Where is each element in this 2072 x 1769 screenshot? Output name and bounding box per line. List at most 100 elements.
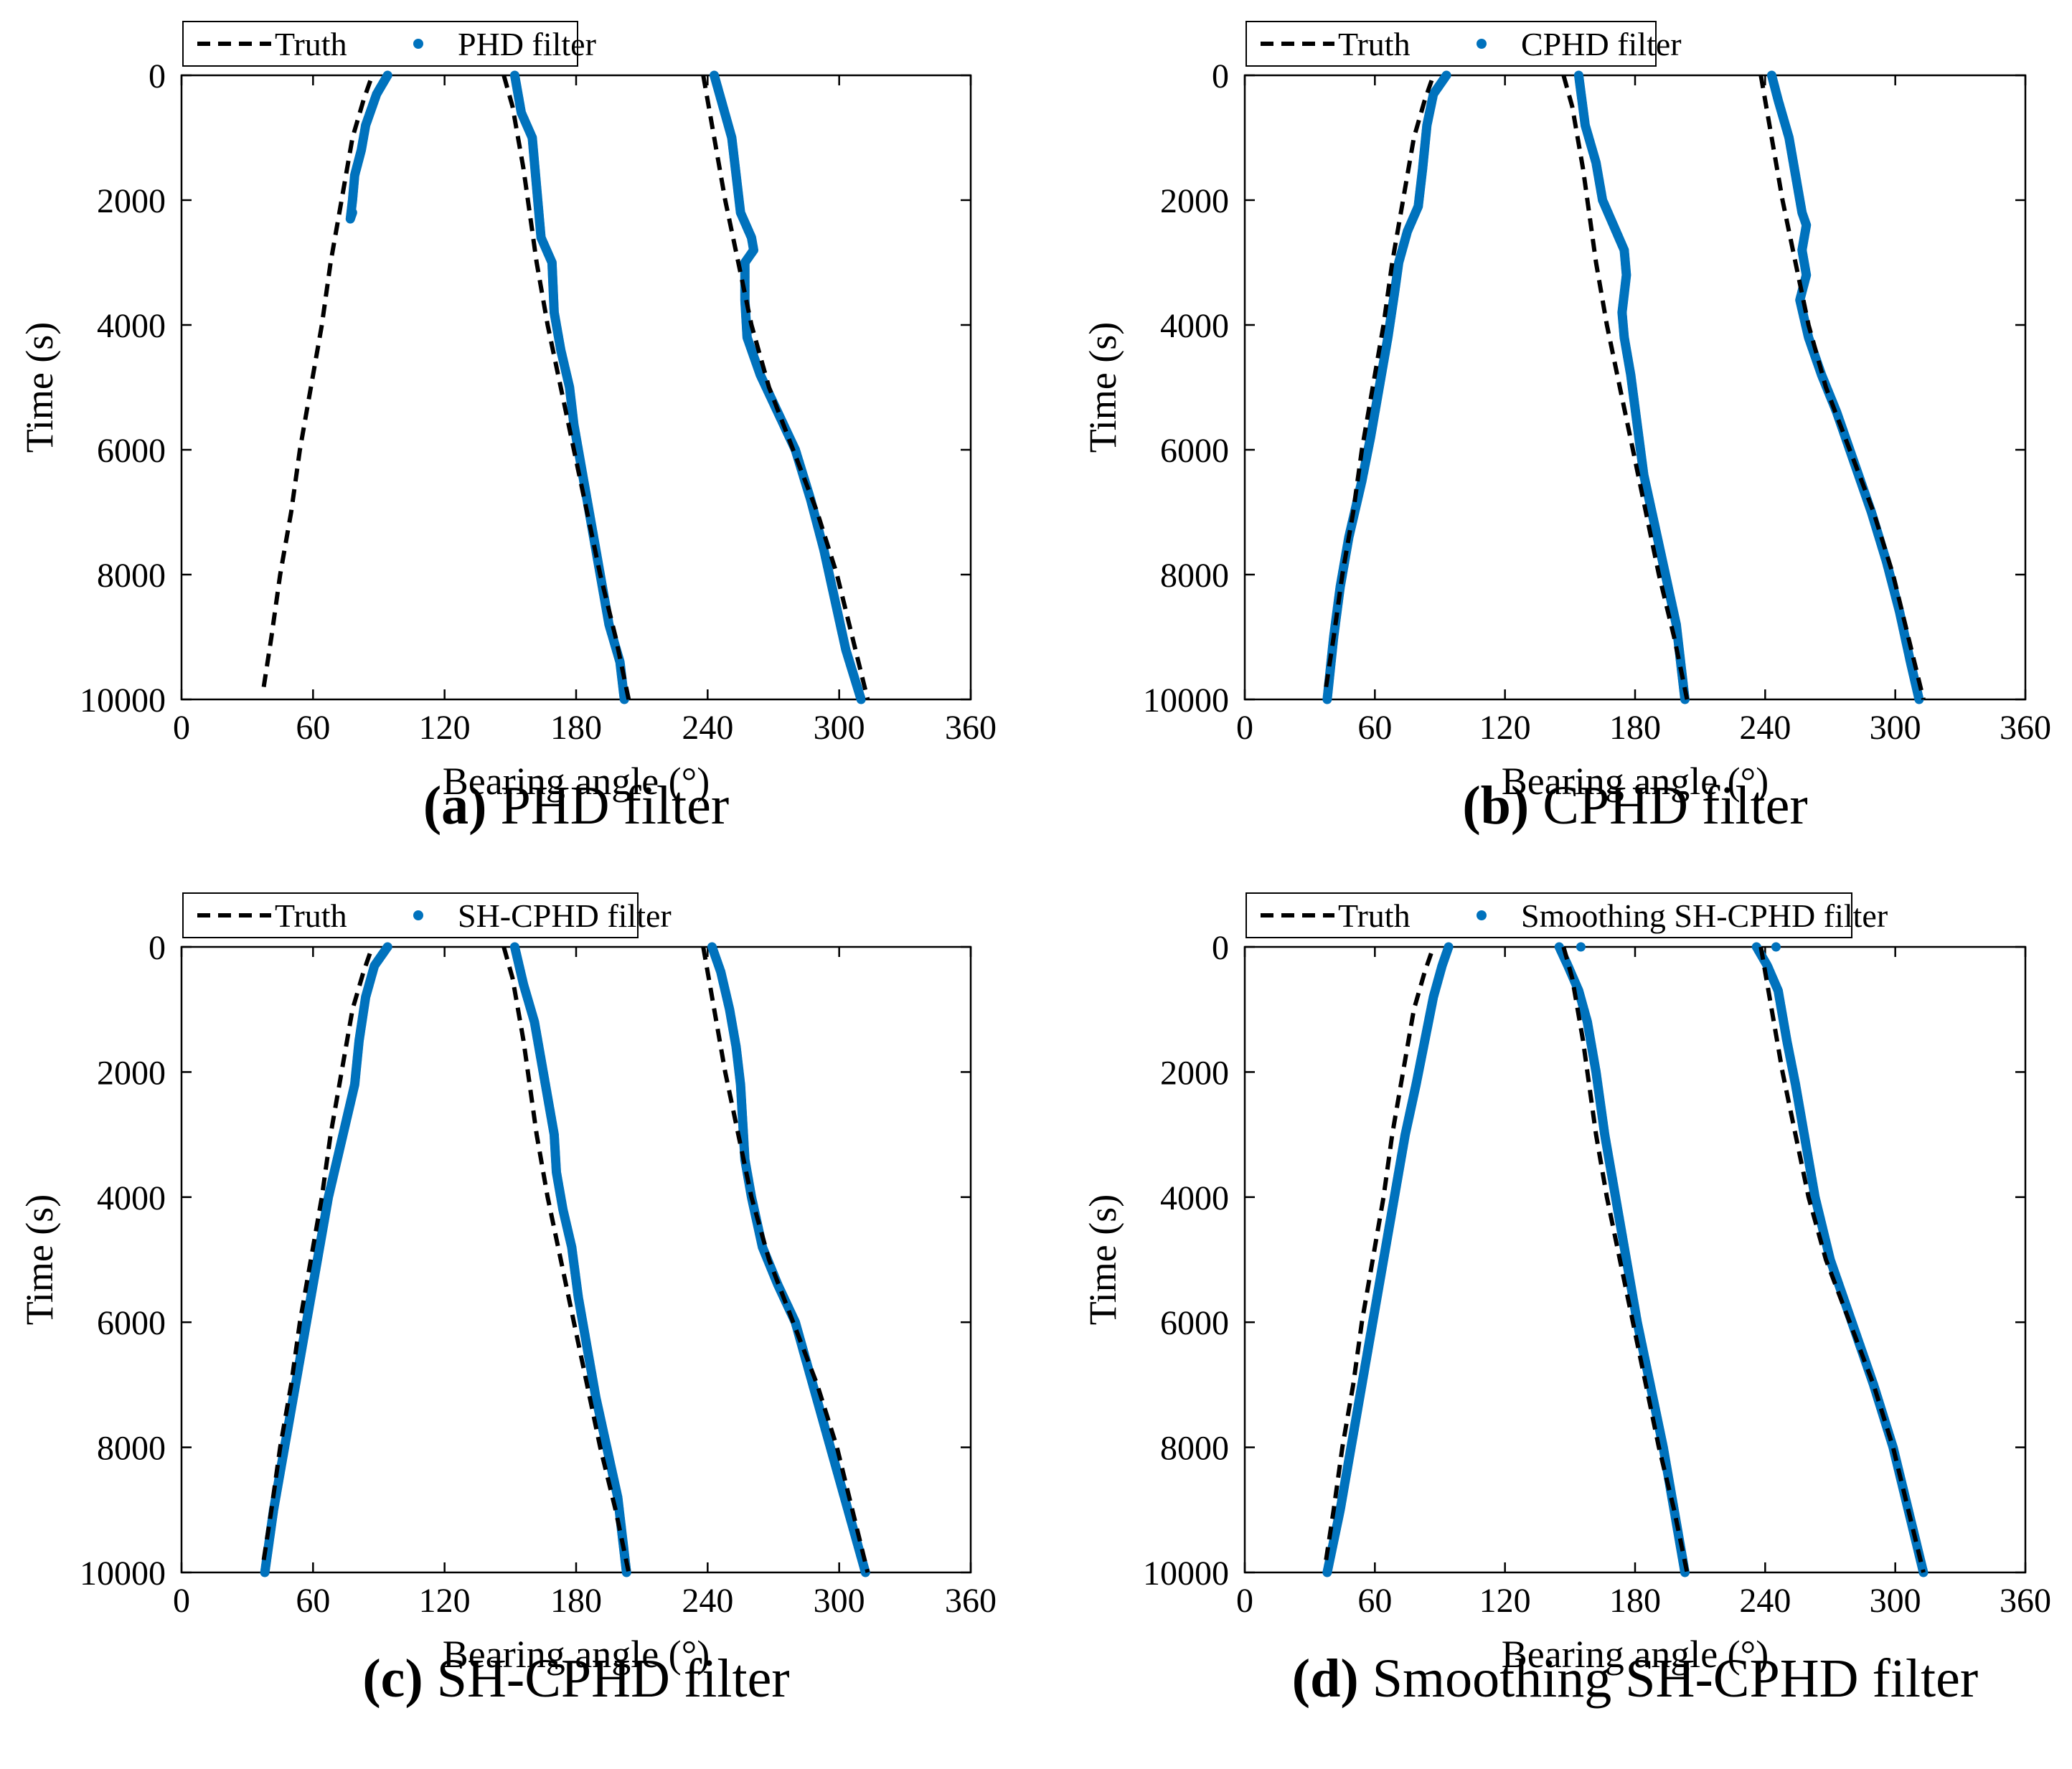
y-tick-label: 0 xyxy=(1212,57,1229,95)
x-tick-label: 60 xyxy=(296,709,330,747)
estimate-series-estimate-outlier-1 xyxy=(1576,942,1586,952)
truth-line-target-1 xyxy=(261,946,375,1561)
y-tick-label: 2000 xyxy=(1160,1054,1229,1092)
x-tick-label: 120 xyxy=(1479,1582,1531,1620)
y-tick-label: 10000 xyxy=(1143,1555,1229,1593)
legend-truth-label: Truth xyxy=(275,26,347,62)
truth-line-target-2 xyxy=(501,75,631,700)
x-tick-label: 360 xyxy=(945,1582,997,1620)
y-tick-label: 0 xyxy=(149,929,166,967)
y-tick-label: 4000 xyxy=(97,1179,166,1217)
legend-estimate-label: SH-CPHD filter xyxy=(458,897,672,934)
legend: Truth PHD filter xyxy=(182,21,596,67)
estimate-series-estimate-2 xyxy=(509,942,631,1577)
truth-line-target-2 xyxy=(501,946,631,1573)
x-tick-label: 120 xyxy=(419,1582,471,1620)
plot-content xyxy=(1322,70,1926,704)
chart-d: 0 60 120 180 240 300 3600200040006000800010000… xyxy=(1081,892,2051,1676)
x-tick-label: 60 xyxy=(1357,1582,1392,1620)
truth-line-target-1 xyxy=(1324,75,1436,688)
truth-line-target-3 xyxy=(701,946,870,1573)
estimate-series-estimate-1 xyxy=(1322,70,1451,704)
x-tick-label: 300 xyxy=(814,709,865,747)
y-axis-label: Time (s) xyxy=(1081,1194,1124,1326)
y-tick-label: 8000 xyxy=(1160,557,1229,595)
estimate-point xyxy=(1322,694,1332,704)
x-tick-label: 240 xyxy=(682,1582,733,1620)
estimate-series-estimate-2 xyxy=(1573,70,1690,704)
x-tick-label: 240 xyxy=(1739,1582,1791,1620)
legend-estimate-swatch xyxy=(1477,910,1487,920)
caption-text: Smoothing SH-CPHD filter xyxy=(1358,1648,1979,1709)
caption-text: PHD filter xyxy=(486,775,730,836)
legend-truth-label: Truth xyxy=(275,897,347,934)
y-tick-label: 6000 xyxy=(97,432,166,470)
chart-b: 0 60 120 180 240 300 3600200040006000800010000… xyxy=(1081,21,2051,803)
x-tick-label: 360 xyxy=(945,709,997,747)
legend: Truth Smoothing SH-CPHD filter xyxy=(1245,892,1888,938)
x-tick-label: 300 xyxy=(1870,1582,1921,1620)
truth-line-target-3 xyxy=(701,75,870,700)
x-tick-label: 0 xyxy=(1236,1582,1253,1620)
legend: Truth CPHD filter xyxy=(1245,21,1682,67)
truth-line-target-3 xyxy=(1758,75,1926,700)
estimate-point xyxy=(1322,1567,1332,1577)
x-tick-label: 0 xyxy=(1236,709,1253,747)
x-axis-label: Bearing angle (°) xyxy=(1502,760,1769,803)
y-tick-label: 8000 xyxy=(97,1430,166,1468)
truth-line-target-2 xyxy=(1561,75,1690,700)
truth-line-target-1 xyxy=(1324,946,1436,1561)
x-tick-label: 300 xyxy=(1870,709,1921,747)
estimate-point xyxy=(1914,694,1924,704)
chart-a: 0 60 120 180 240 300 3600200040006000800010000… xyxy=(18,21,997,803)
estimate-point xyxy=(347,207,357,217)
caption-a: (a) PHD filter xyxy=(423,775,729,837)
plot-area-frame xyxy=(180,74,972,701)
estimate-series-estimate-3 xyxy=(707,942,870,1577)
estimate-series-estimate-1 xyxy=(345,70,392,224)
y-tick-label: 8000 xyxy=(1160,1430,1229,1468)
x-tick-label: 0 xyxy=(173,1582,190,1620)
estimate-point xyxy=(1771,942,1781,952)
estimate-series-estimate-2 xyxy=(509,70,629,704)
y-tick-label: 6000 xyxy=(1160,432,1229,470)
y-tick-label: 2000 xyxy=(97,1054,166,1092)
estimate-series-estimate-3 xyxy=(710,70,866,704)
x-tick-label: 180 xyxy=(550,709,602,747)
y-tick-label: 2000 xyxy=(97,182,166,220)
y-axis-label: Time (s) xyxy=(1081,322,1124,453)
caption-letter: (b) xyxy=(1462,775,1530,836)
y-tick-label: 10000 xyxy=(80,681,166,720)
legend-estimate-swatch xyxy=(413,910,423,920)
legend-estimate-swatch xyxy=(1477,39,1487,49)
estimate-series-estimate-1 xyxy=(260,942,392,1577)
estimate-series-estimate-outlier-2 xyxy=(1771,942,1781,952)
legend-estimate-label: CPHD filter xyxy=(1521,26,1682,62)
legend-box xyxy=(182,21,578,67)
caption-text: CPHD filter xyxy=(1529,775,1808,836)
estimate-point xyxy=(1576,942,1586,952)
x-tick-label: 360 xyxy=(2000,1582,2051,1620)
legend-box xyxy=(1245,892,1852,938)
x-tick-label: 120 xyxy=(1479,709,1531,747)
plot-area-frame xyxy=(1243,945,2027,1574)
chart-c: 0 60 120 180 240 300 3600200040006000800010000… xyxy=(18,892,997,1676)
caption-letter: (d) xyxy=(1291,1648,1359,1709)
legend: Truth SH-CPHD filter xyxy=(182,892,672,938)
estimate-point xyxy=(260,1567,270,1577)
y-tick-label: 4000 xyxy=(1160,307,1229,345)
y-axis-label: Time (s) xyxy=(18,1194,61,1326)
x-tick-label: 120 xyxy=(419,709,471,747)
legend-box xyxy=(182,892,639,938)
x-tick-label: 180 xyxy=(1609,709,1661,747)
x-tick-label: 240 xyxy=(1739,709,1791,747)
legend-truth-label: Truth xyxy=(1338,26,1411,62)
estimate-series-estimate-1 xyxy=(1322,942,1454,1577)
x-tick-label: 60 xyxy=(1357,709,1392,747)
legend-estimate-swatch xyxy=(413,39,423,49)
x-tick-label: 240 xyxy=(682,709,733,747)
y-tick-label: 4000 xyxy=(97,307,166,345)
x-tick-label: 180 xyxy=(550,1582,602,1620)
y-tick-label: 10000 xyxy=(80,1555,166,1593)
